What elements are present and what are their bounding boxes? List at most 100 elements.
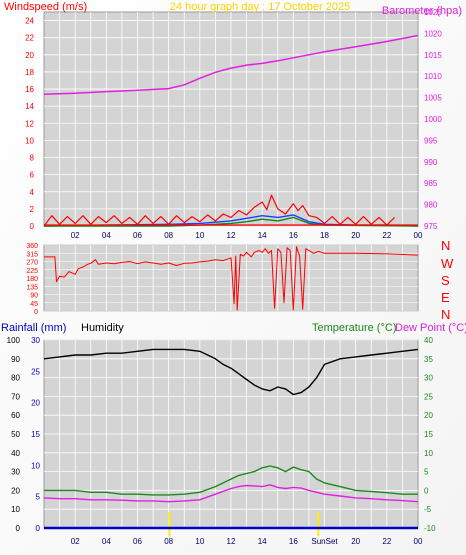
dew-point-line [43, 484, 419, 503]
windspeed-tick-label: 0 [30, 222, 35, 231]
humidity-hour-tick-label: 16 [289, 537, 298, 546]
barometer-tick-label: 985 [424, 179, 438, 188]
temperature-tick-label: 40 [424, 336, 433, 345]
temperature-tick-label: 35 [424, 355, 433, 364]
humidity-hour-tick-label: 02 [71, 537, 80, 546]
barometer-tick-label: 980 [424, 201, 438, 210]
rainfall-tick-label: 25 [31, 367, 40, 376]
direction-tick-label: 90 [30, 293, 38, 300]
barometer-tick-label: 990 [424, 158, 438, 167]
humidity-hour-tick-label: 22 [382, 537, 391, 546]
humidity-line [43, 348, 419, 396]
direction-letter-s: S [441, 273, 450, 288]
barometer-tick-label: 1025 [424, 8, 442, 17]
direction-tick-label: 45 [30, 301, 38, 308]
direction-letter-w: W [441, 256, 454, 271]
temperature-line [44, 465, 418, 496]
direction-letter-n-bottom: N [441, 307, 450, 322]
wind-hour-tick-label: 00 [414, 231, 423, 240]
direction-tick-label: 225 [26, 268, 38, 275]
temperature-tick-label: 25 [424, 392, 433, 401]
rainfall-axis-title: Rainfall (mm) [1, 322, 66, 334]
humidity-tick-label: 80 [11, 374, 20, 383]
rainfall-tick-label: 0 [36, 524, 41, 533]
humidity-hour-tick-label: 08 [164, 537, 173, 546]
windspeed-tick-label: 14 [25, 102, 34, 111]
windspeed-tick-label: 24 [25, 17, 34, 26]
direction-tick-label: 360 [26, 243, 38, 250]
direction-tick-label: 180 [26, 276, 38, 283]
chart-title: 24 hour graph day : 17 October 2025 [170, 1, 350, 13]
humidity-tick-label: 20 [11, 486, 20, 495]
wind-hour-tick-label: 18 [320, 231, 329, 240]
humidity-tick-label: 40 [11, 449, 20, 458]
barometer-tick-label: 1000 [424, 115, 442, 124]
wind-gust-line [43, 194, 396, 227]
rainfall-tick-label: 15 [31, 430, 40, 439]
temperature-tick-label: 20 [424, 411, 433, 420]
direction-tick-label: 315 [26, 251, 38, 258]
wind-hour-tick-label: 22 [382, 231, 391, 240]
windspeed-axis-title: Windspeed (m/s) [4, 1, 87, 13]
temperature-tick-label: 15 [424, 430, 433, 439]
rainfall-tick-label: 20 [31, 399, 40, 408]
humidity-hour-tick-label: 12 [227, 537, 236, 546]
humidity-tick-label: 30 [11, 468, 20, 477]
windspeed-tick-label: 8 [30, 154, 35, 163]
wind-hour-tick-label: 02 [71, 231, 80, 240]
temperature-tick-label: 30 [424, 374, 433, 383]
wind-hour-tick-label: 14 [258, 231, 267, 240]
humidity-tick-label: 0 [16, 524, 21, 533]
wind-hour-tick-label: 16 [289, 231, 298, 240]
barometer-tick-label: 1015 [424, 51, 442, 60]
wind-hour-tick-label: 10 [195, 231, 204, 240]
wind-hour-tick-label: 06 [133, 231, 142, 240]
humidity-tick-label: 90 [11, 355, 20, 364]
dewpoint-axis-title: Dew Point (°C) [395, 322, 466, 334]
barometer-tick-label: 1005 [424, 94, 442, 103]
humidity-hour-tick-label: 06 [133, 537, 142, 546]
direction-letter-n-top: N [441, 238, 450, 253]
humidity-hour-tick-label: 20 [351, 537, 360, 546]
windspeed-tick-label: 22 [25, 34, 34, 43]
rainfall-tick-label: 5 [36, 493, 41, 502]
windspeed-tick-label: 20 [25, 51, 34, 60]
barometer-tick-label: 1010 [424, 72, 442, 81]
rainfall-tick-label: 10 [31, 461, 40, 470]
rainfall-tick-label: 30 [31, 336, 40, 345]
humidity-tick-label: 50 [11, 430, 20, 439]
temperature-tick-label: 10 [424, 449, 433, 458]
direction-tick-label: 270 [26, 260, 38, 267]
humidity-axis-title: Humidity [81, 322, 124, 334]
temperature-tick-label: 5 [424, 468, 429, 477]
direction-tick-label: 0 [34, 309, 38, 316]
barometer-line [43, 34, 419, 95]
temperature-tick-label: -5 [424, 505, 432, 514]
humidity-tick-label: 70 [11, 392, 20, 401]
windspeed-tick-label: 12 [25, 119, 34, 128]
wind-hour-tick-label: 20 [351, 231, 360, 240]
direction-tick-label: 135 [26, 284, 38, 291]
humidity-hour-tick-label: 10 [195, 537, 204, 546]
windspeed-tick-label: 10 [25, 136, 34, 145]
wind-hour-tick-label: 12 [227, 231, 236, 240]
humidity-tick-label: 10 [11, 505, 20, 514]
barometer-tick-label: 1020 [424, 29, 442, 38]
wind-hour-tick-label: 04 [102, 231, 111, 240]
barometer-tick-label: 995 [424, 136, 438, 145]
humidity-hour-tick-label: 04 [102, 537, 111, 546]
windspeed-tick-label: 18 [25, 68, 34, 77]
windspeed-tick-label: 2 [30, 205, 35, 214]
windspeed-tick-label: 4 [30, 188, 35, 197]
temperature-tick-label: -10 [424, 524, 436, 533]
windspeed-tick-label: 6 [30, 171, 35, 180]
humidity-hour-tick-label: SunSet [311, 537, 338, 546]
wind-direction-line [44, 246, 419, 311]
humidity-tick-label: 60 [11, 411, 20, 420]
wind-hour-tick-label: 08 [164, 231, 173, 240]
windspeed-tick-label: 16 [25, 85, 34, 94]
humidity-hour-tick-label: 00 [414, 537, 423, 546]
temperature-tick-label: 0 [424, 486, 429, 495]
